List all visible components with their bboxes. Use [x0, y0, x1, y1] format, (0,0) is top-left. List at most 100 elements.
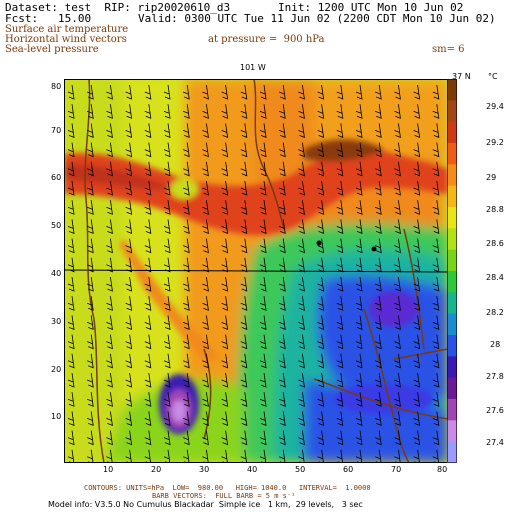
wind-barb: [375, 411, 382, 427]
wind-barb: [240, 353, 248, 369]
wind-barb: [259, 315, 267, 331]
wind-barb: [394, 372, 401, 388]
wind-barb: [183, 84, 190, 100]
wind-barb: [163, 372, 171, 388]
wind-barb: [67, 84, 75, 100]
wind-barb: [221, 161, 229, 177]
wind-barb: [67, 257, 75, 273]
wind-barb: [87, 104, 94, 119]
wind-barb: [183, 238, 190, 254]
wind-barb: [163, 296, 171, 311]
wind-barb: [221, 334, 229, 350]
wind-barb: [375, 219, 382, 235]
wind-barb: [163, 257, 171, 273]
wind-barb: [279, 84, 286, 100]
wind-barb: [355, 430, 363, 446]
wind-barb: [355, 276, 363, 292]
wind-barb: [298, 84, 305, 100]
wind-barb: [125, 430, 133, 446]
wind-barb: [259, 142, 267, 158]
wind-barb: [432, 84, 440, 100]
wind-barb: [279, 104, 286, 119]
wind-barb: [183, 180, 190, 196]
wind-barb: [298, 392, 305, 407]
wind-barb: [394, 161, 401, 177]
x-tick-label: 30: [199, 465, 210, 474]
longitude-label: 101 W: [240, 63, 266, 72]
wind-barb: [259, 123, 267, 139]
wind-barb: [336, 372, 344, 388]
wind-barb: [432, 411, 440, 427]
wind-barb: [355, 200, 363, 215]
wind-barb: [279, 411, 286, 427]
wind-barb: [125, 238, 133, 254]
wind-barb: [183, 334, 190, 350]
wind-barb: [87, 372, 94, 388]
wind-barb: [413, 257, 421, 273]
wind-barb: [144, 315, 152, 331]
wind-barb: [240, 180, 248, 196]
wind-barb: [87, 257, 94, 273]
wind-barb: [375, 238, 382, 254]
wind-barb: [375, 353, 382, 369]
wind-barb: [125, 200, 133, 215]
wind-barb: [240, 84, 248, 100]
y-tick-label: 80: [51, 82, 62, 91]
wind-barb: [87, 411, 94, 427]
wind-barb: [259, 276, 267, 292]
wind-barb: [125, 276, 133, 292]
wind-barb: [221, 353, 229, 369]
colorbar-label: 27.4: [486, 438, 504, 447]
wind-barb: [106, 84, 113, 100]
x-tick-label: 10: [103, 465, 114, 474]
wind-barb: [317, 334, 325, 350]
wind-barb: [163, 180, 171, 196]
wind-barb: [144, 392, 152, 407]
wind-barb: [413, 276, 421, 292]
wind-barb: [259, 84, 267, 100]
wind-barb: [67, 219, 75, 235]
wind-barb: [106, 180, 113, 196]
wind-barb: [163, 161, 171, 177]
wind-barb: [317, 353, 325, 369]
wind-barb: [163, 334, 171, 350]
colorbar-label: 29: [486, 173, 497, 182]
wind-barb: [144, 296, 152, 311]
wind-barb: [413, 104, 421, 119]
wind-barb: [125, 296, 133, 311]
wind-barb: [125, 315, 133, 331]
wind-barb: [202, 430, 209, 446]
wind-barb: [240, 315, 248, 331]
wind-barb: [144, 84, 152, 100]
wind-barb: [202, 180, 209, 196]
wind-barb: [87, 123, 94, 139]
wind-barb: [106, 123, 113, 139]
wind-barb: [144, 104, 152, 119]
wind-barb: [183, 315, 190, 331]
wind-barb: [317, 257, 325, 273]
smoothing-label: sm= 6: [432, 44, 465, 55]
wind-barb: [125, 180, 133, 196]
wind-barb: [163, 84, 171, 100]
wind-barb: [163, 430, 171, 446]
wind-barb: [144, 161, 152, 177]
wind-barb: [106, 353, 113, 369]
colorbar-segment: [447, 313, 457, 336]
wind-barb: [67, 296, 75, 311]
wind-barb: [240, 142, 248, 158]
wind-barb: [259, 200, 267, 215]
wind-barb: [106, 315, 113, 331]
wind-barb: [355, 334, 363, 350]
wind-barb: [259, 104, 267, 119]
field-temperature-label: Surface air temperature: [5, 24, 129, 35]
wind-barb: [336, 180, 344, 196]
wind-barb: [432, 296, 440, 311]
wind-barb: [413, 353, 421, 369]
wind-barb: [144, 334, 152, 350]
wind-barb: [221, 296, 229, 311]
wind-barb: [279, 238, 286, 254]
wind-barb: [298, 219, 305, 235]
wind-barb: [432, 334, 440, 350]
wind-barb: [375, 296, 382, 311]
wind-barb: [336, 430, 344, 446]
